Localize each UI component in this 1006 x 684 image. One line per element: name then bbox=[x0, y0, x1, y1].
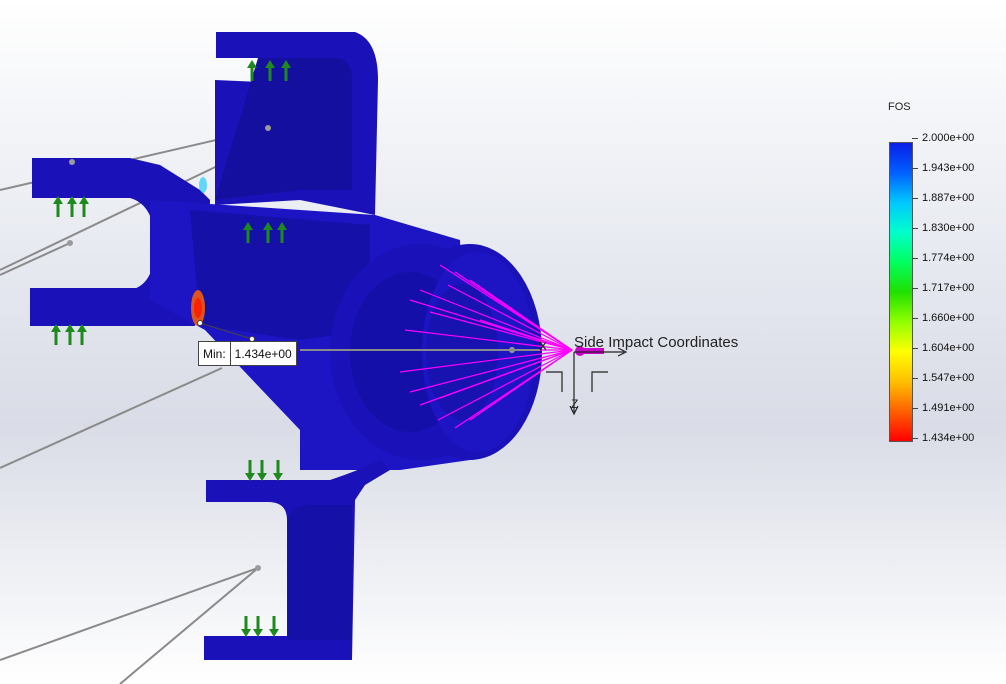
coordinate-triad[interactable] bbox=[539, 341, 628, 416]
legend-label: 1.491e+00 bbox=[922, 402, 975, 414]
legend-label: 1.717e+00 bbox=[922, 282, 975, 294]
legend-tick bbox=[912, 138, 918, 139]
min-probe-label: Min: bbox=[199, 342, 231, 365]
legend-label: 1.434e+00 bbox=[922, 432, 975, 444]
legend-tick bbox=[912, 198, 918, 199]
legend-tick bbox=[912, 318, 918, 319]
coordinate-system-label: Side Impact Coordinates bbox=[574, 334, 739, 351]
legend-tick bbox=[912, 378, 918, 379]
legend-title: FOS bbox=[888, 101, 911, 113]
legend-label: 1.943e+00 bbox=[922, 162, 975, 174]
legend-tick bbox=[912, 228, 918, 229]
legend-tick bbox=[912, 258, 918, 259]
legend-label: 1.660e+00 bbox=[922, 312, 975, 324]
probe-point bbox=[197, 320, 203, 326]
min-probe-box[interactable]: Min: 1.434e+00 bbox=[198, 341, 297, 366]
legend-label: 1.887e+00 bbox=[922, 192, 975, 204]
probe-leader bbox=[199, 322, 253, 340]
legend-label: 1.604e+00 bbox=[922, 342, 975, 354]
remote-load-point[interactable] bbox=[575, 346, 585, 356]
remote-load-arrow bbox=[584, 348, 604, 354]
legend-label: 1.774e+00 bbox=[922, 252, 975, 264]
legend-label: 2.000e+00 bbox=[922, 132, 975, 144]
legend-color-bar bbox=[889, 142, 913, 442]
restraint-arrows bbox=[51, 60, 291, 637]
min-probe-value: 1.434e+00 bbox=[234, 346, 292, 361]
legend-tick bbox=[912, 438, 918, 439]
legend-tick bbox=[912, 348, 918, 349]
upright-part[interactable] bbox=[30, 32, 542, 660]
legend-tick bbox=[912, 168, 918, 169]
axis-z-label: Z bbox=[571, 397, 579, 411]
legend-tick bbox=[912, 408, 918, 409]
legend-label: 1.830e+00 bbox=[922, 222, 975, 234]
legend-label: 1.547e+00 bbox=[922, 372, 975, 384]
legend-tick bbox=[912, 288, 918, 289]
